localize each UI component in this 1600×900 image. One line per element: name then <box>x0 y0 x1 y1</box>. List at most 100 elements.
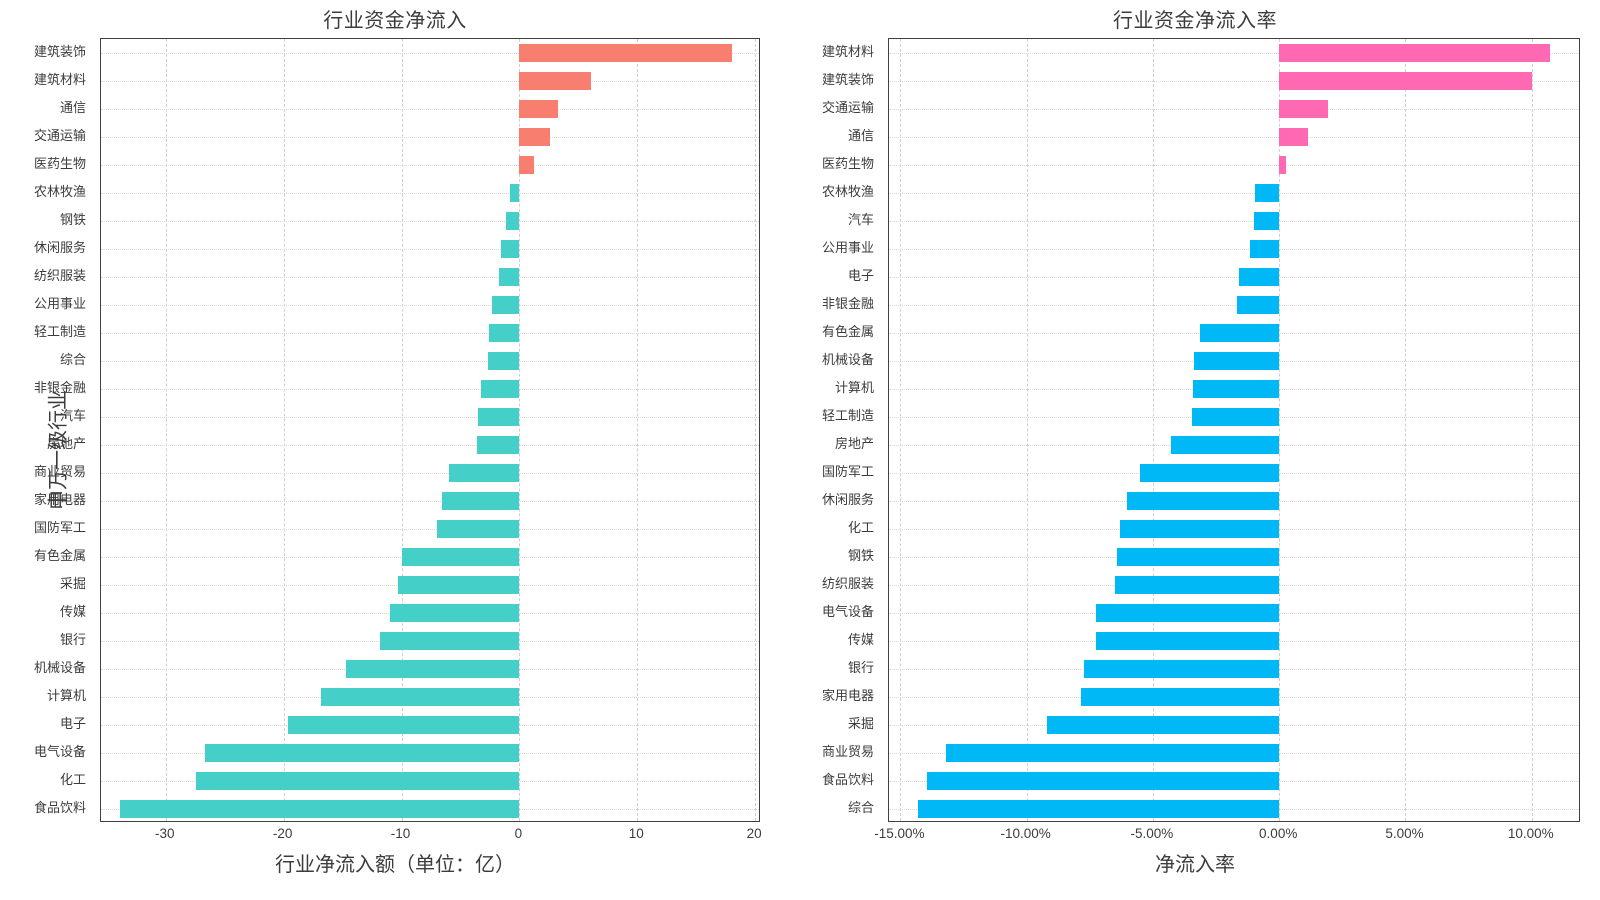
y-tick-label: 建筑装饰 <box>33 44 86 59</box>
y-tick-label: 房地产 <box>46 436 86 451</box>
y-tick-labels-right: 建筑材料 建筑装饰 交通运输 通信 医药生物 农林牧渔 汽车 公用事业 电子 非银金融 有色金属 机械… <box>790 38 882 822</box>
bar <box>1191 408 1280 426</box>
x-tick-label: -20 <box>272 826 293 841</box>
bar <box>1046 716 1280 734</box>
x-gridline <box>1405 39 1407 821</box>
x-tick-label: -5.00% <box>1130 826 1174 841</box>
bar <box>1279 44 1551 62</box>
y-tick-label: 综合 <box>847 800 874 815</box>
bar <box>476 436 520 454</box>
bar <box>519 100 559 118</box>
y-gridline <box>101 193 759 194</box>
y-tick-label: 家用电器 <box>33 492 86 507</box>
bar <box>478 408 520 426</box>
y-tick-label: 医药生物 <box>821 156 874 171</box>
x-tick-label: 20 <box>746 826 762 841</box>
y-gridline <box>889 277 1579 278</box>
bar <box>1254 184 1280 202</box>
x-tick-label: 0.00% <box>1259 826 1298 841</box>
bar <box>389 604 520 622</box>
bar <box>1239 268 1280 286</box>
y-tick-label: 通信 <box>847 128 874 143</box>
x-gridline <box>283 39 285 821</box>
y-gridline <box>889 193 1579 194</box>
y-tick-label: 商业贸易 <box>821 744 874 759</box>
y-gridline <box>101 81 759 82</box>
x-gridline <box>755 39 757 821</box>
y-tick-label: 采掘 <box>59 576 86 591</box>
y-tick-label: 食品饮料 <box>821 772 874 787</box>
y-gridline <box>101 137 759 138</box>
y-tick-label: 钢铁 <box>847 548 874 563</box>
bar <box>448 464 520 482</box>
y-tick-label: 国防军工 <box>821 464 874 479</box>
y-tick-label: 计算机 <box>46 688 86 703</box>
plot-area-left <box>100 38 760 822</box>
y-tick-label: 公用事业 <box>821 240 874 255</box>
y-tick-label: 公用事业 <box>33 296 86 311</box>
bar <box>487 352 520 370</box>
bar <box>519 156 534 174</box>
bar <box>480 380 520 398</box>
y-gridline <box>101 417 759 418</box>
y-gridline <box>101 529 759 530</box>
y-tick-label: 纺织服装 <box>33 268 86 283</box>
x-gridline <box>401 39 403 821</box>
y-gridline <box>101 361 759 362</box>
y-tick-label: 医药生物 <box>33 156 86 171</box>
bar <box>441 492 520 510</box>
x-gridline <box>1152 39 1154 821</box>
y-tick-label: 交通运输 <box>821 100 874 115</box>
y-gridline <box>101 445 759 446</box>
x-gridline <box>1531 39 1533 821</box>
bar <box>492 296 520 314</box>
chart-panel-net-inflow-rate: 行业资金净流入率 建筑材料 建筑装饰 交通运输 通信 医药生物 农林牧渔 汽车 公用事业 电子非… <box>790 0 1600 900</box>
y-gridline <box>101 165 759 166</box>
y-gridline <box>889 109 1579 110</box>
y-tick-label: 建筑材料 <box>821 44 874 59</box>
y-tick-label: 有色金属 <box>33 548 86 563</box>
bar <box>488 324 520 342</box>
x-axis-label-right: 净流入率 <box>1155 854 1235 876</box>
bar <box>321 688 520 706</box>
bar <box>346 660 520 678</box>
y-tick-label: 非银金融 <box>33 380 86 395</box>
y-tick-label: 传媒 <box>847 632 874 647</box>
y-gridline <box>101 473 759 474</box>
x-gridline <box>165 39 167 821</box>
y-tick-label: 商业贸易 <box>33 464 86 479</box>
y-gridline <box>889 53 1579 54</box>
x-tick-label: 10 <box>628 826 644 841</box>
y-tick-label: 银行 <box>59 632 86 647</box>
bar <box>380 632 520 650</box>
x-tick-label: -10.00% <box>1000 826 1051 841</box>
bar <box>436 520 520 538</box>
y-gridline <box>101 221 759 222</box>
bar <box>1279 156 1286 174</box>
bar <box>918 800 1280 818</box>
x-axis-label-left: 行业净流入额（单位：亿） <box>275 854 515 876</box>
bar <box>1095 632 1280 650</box>
bar <box>946 744 1280 762</box>
y-tick-label: 银行 <box>847 660 874 675</box>
bar <box>509 184 520 202</box>
y-tick-label: 交通运输 <box>33 128 86 143</box>
bar <box>119 800 520 818</box>
y-tick-label: 电子 <box>847 268 874 283</box>
bar <box>1279 100 1328 118</box>
x-tick-label: -30 <box>155 826 175 841</box>
bar <box>288 716 520 734</box>
y-gridline <box>101 53 759 54</box>
y-tick-label: 传媒 <box>59 604 86 619</box>
bar <box>1084 660 1280 678</box>
x-tick-labels-right: -15.00% -10.00% -5.00% 0.00% 5.00% 10.00% <box>790 826 1600 848</box>
bar <box>1193 352 1280 370</box>
y-gridline <box>889 137 1579 138</box>
y-tick-label: 纺织服装 <box>821 576 874 591</box>
chart-panel-net-inflow: 行业资金净流入 申万一级行业 建筑装饰 建筑材料 通信 交通运输 医药生物 农林牧渔 钢铁休… <box>0 0 790 900</box>
bar <box>1170 436 1280 454</box>
y-tick-label: 农林牧渔 <box>33 184 86 199</box>
x-gridline <box>900 39 902 821</box>
y-tick-label: 轻工制造 <box>821 408 874 423</box>
